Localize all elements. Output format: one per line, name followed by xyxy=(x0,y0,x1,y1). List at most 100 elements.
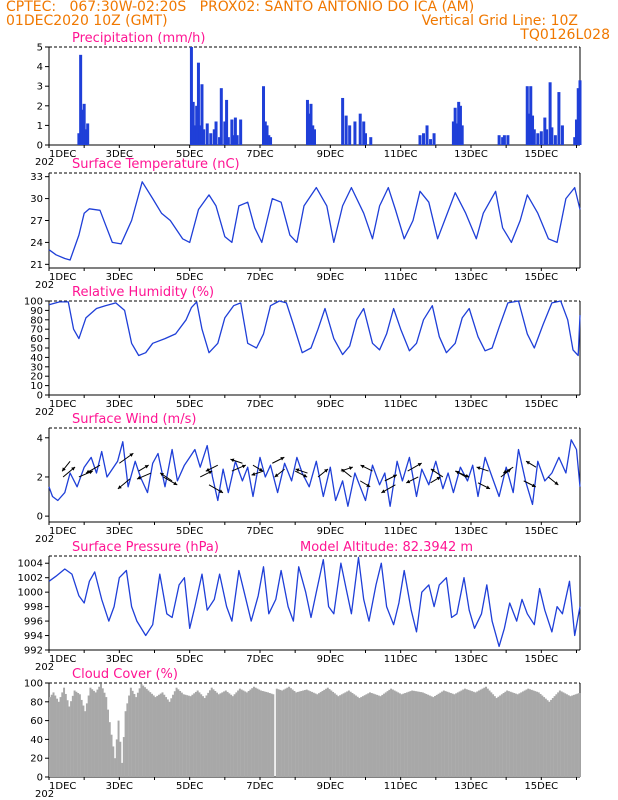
cloud-cover-column xyxy=(483,687,486,777)
y-tick-label: 50 xyxy=(30,344,43,355)
cloud-cover-column xyxy=(302,690,305,777)
x-tick-label: 3DEC xyxy=(106,399,133,410)
wind-arrow-head xyxy=(129,453,134,457)
cloud-cover-column xyxy=(529,689,531,777)
cloud-cover-column xyxy=(474,692,477,777)
cloud-cover-column xyxy=(502,693,505,777)
cloud-cover-column xyxy=(346,691,349,777)
x-tick-label: 13DEC xyxy=(454,272,488,283)
precip-bar xyxy=(432,133,436,145)
x-axis-year-fragment: 202 xyxy=(35,407,54,418)
cloud-cover-column xyxy=(286,687,289,777)
precip-bar xyxy=(344,115,348,145)
cloud-cover-column xyxy=(342,693,345,777)
cloud-cover-column xyxy=(377,695,380,777)
cloud-cover-column xyxy=(530,689,533,777)
cloud-cover-column xyxy=(91,689,94,777)
y-tick-label: 2 xyxy=(37,472,43,483)
cloud-cover-column xyxy=(435,694,438,777)
cloud-cover-column xyxy=(226,691,229,777)
cloud-cover-column xyxy=(108,722,111,777)
cloud-cover-column xyxy=(75,691,78,777)
cloud-cover-column xyxy=(196,690,199,777)
cloud-cover-column xyxy=(165,697,168,777)
cloud-cover-column xyxy=(249,689,252,777)
precip-bar xyxy=(84,129,88,145)
series-line xyxy=(48,181,581,261)
cloud-cover-column xyxy=(402,693,405,777)
precip-bar xyxy=(223,121,227,145)
precip-bar xyxy=(560,125,564,145)
precip-bar xyxy=(209,133,213,145)
wind-arrow-head xyxy=(366,483,371,487)
cloud-cover-column xyxy=(156,695,159,777)
cloud-cover-column xyxy=(119,741,122,777)
precip-bar xyxy=(79,54,83,146)
cloud-cover-column xyxy=(558,690,561,777)
x-tick-label: 3DEC xyxy=(106,654,133,665)
precip-bar xyxy=(77,133,81,145)
header-station-line: CPTEC: 067:30W-02:20S PROX02: SANTO ANTO… xyxy=(6,0,475,15)
cloud-cover-column xyxy=(400,694,403,777)
x-tick-label: 7DEC xyxy=(246,526,273,537)
cloud-cover-column xyxy=(325,688,328,777)
cloud-cover-column xyxy=(448,692,451,777)
cloud-cover-column xyxy=(449,693,452,777)
y-tick-label: 1000 xyxy=(18,588,43,599)
cloud-cover-column xyxy=(87,695,90,777)
cloud-cover-column xyxy=(84,711,87,777)
cloud-cover-column xyxy=(281,690,284,777)
cloud-cover-column xyxy=(244,691,247,777)
precip-bar xyxy=(557,92,561,145)
precip-bar xyxy=(226,137,230,145)
precip-bar xyxy=(269,137,273,145)
cloud-cover-column xyxy=(437,693,440,777)
cloud-cover-column xyxy=(460,690,463,777)
cloud-cover-column xyxy=(210,687,213,777)
cloud-cover-column xyxy=(499,695,502,777)
wind-arrow-head xyxy=(476,466,481,471)
cloud-cover-column xyxy=(221,692,224,777)
panel-title: Precipitation (mm/h) xyxy=(72,31,205,46)
cloud-cover-column xyxy=(562,692,565,777)
cloud-cover-column xyxy=(493,696,496,777)
precip-bar xyxy=(553,135,557,145)
cloud-cover-column xyxy=(115,739,118,777)
wind-arrow-head xyxy=(280,457,285,461)
cloud-cover-column xyxy=(500,694,503,777)
cloud-cover-column xyxy=(256,688,259,777)
cloud-cover-column xyxy=(369,692,371,777)
cloud-cover-column xyxy=(307,690,310,777)
cloud-cover-column xyxy=(231,696,234,777)
x-tick-label: 11DEC xyxy=(384,272,418,283)
wind-arrow-head xyxy=(554,481,559,485)
x-tick-label: 5DEC xyxy=(176,399,203,410)
x-tick-label: 7DEC xyxy=(246,781,273,792)
wind-arrow-head xyxy=(406,479,411,484)
x-tick-label: 3DEC xyxy=(106,526,133,537)
x-tick-label: 9DEC xyxy=(317,781,344,792)
cloud-cover-column xyxy=(551,698,554,777)
cloud-cover-column xyxy=(318,693,320,777)
cloud-cover-column xyxy=(216,692,219,777)
cloud-cover-column xyxy=(485,686,488,777)
cloud-cover-column xyxy=(395,691,398,777)
cloud-cover-column xyxy=(335,694,338,777)
cloud-cover-column xyxy=(365,694,368,777)
cloud-cover-column xyxy=(565,694,568,777)
x-tick-label: 1DEC xyxy=(49,399,76,410)
cloud-cover-column xyxy=(85,703,88,777)
wind-arrow-head xyxy=(360,464,365,469)
cloud-cover-column xyxy=(201,696,204,777)
precip-bar xyxy=(545,129,549,145)
precip-bar xyxy=(225,99,229,145)
precip-bar xyxy=(550,127,554,145)
cloud-cover-column xyxy=(379,696,382,777)
precip-bar xyxy=(86,123,90,145)
y-tick-label: 80 xyxy=(30,697,43,708)
wind-arrow-head xyxy=(62,467,66,472)
y-tick-label: 20 xyxy=(30,754,43,765)
precip-bar xyxy=(313,129,316,145)
panel-title: Surface Wind (m/s) xyxy=(72,412,196,427)
x-tick-label: 3DEC xyxy=(106,272,133,283)
